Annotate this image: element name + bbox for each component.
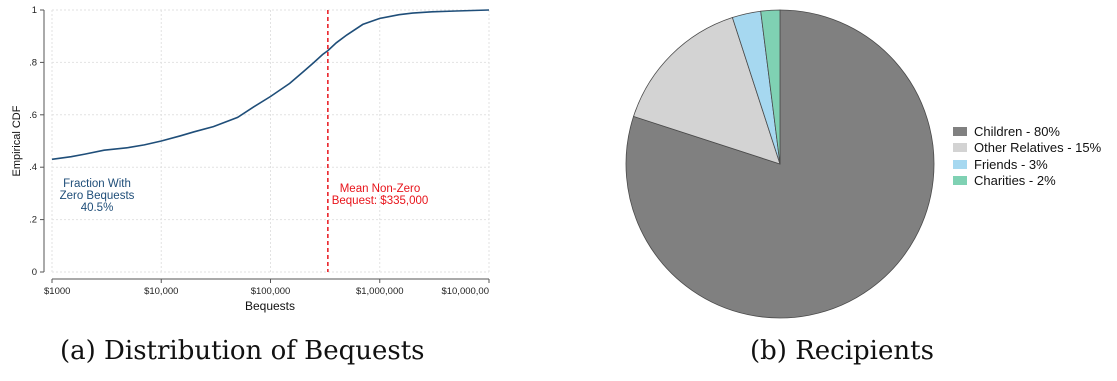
cdf-chart: 0 .2 .4 .6 .8 1 $1000 $10,000 $100,000 $1,000,00… [11, 5, 490, 313]
y-tick-label: .8 [29, 57, 37, 68]
annotation-line: Mean Non-Zero [340, 183, 421, 195]
y-axis-ticks: 0 .2 .4 .6 .8 1 [29, 5, 44, 278]
legend-label: Children - 80% [974, 123, 1060, 139]
pie-chart [625, 9, 935, 319]
legend-item: Other Relatives - 15% [953, 140, 1101, 157]
y-tick-label: 1 [32, 5, 37, 16]
y-tick-label: .2 [29, 215, 37, 226]
pie-slice-3 [760, 9, 781, 165]
pie-slice-1 [633, 17, 781, 165]
y-tick-label: .4 [29, 162, 37, 173]
caption-b: (b) Recipients [750, 336, 934, 366]
x-axis-ticks: $1000 $10,000 $100,000 $1,000,000 $10,000,00 [44, 279, 490, 297]
x-tick-label: $1000 [44, 286, 70, 297]
caption-a: (a) Distribution of Bequests [60, 336, 425, 366]
mean-bequest-annotation: Mean Non-Zero Bequest: $335,000 [332, 183, 429, 207]
y-tick-label: .6 [29, 110, 37, 121]
annotation-line: Fraction With [63, 178, 131, 190]
legend-label: Other Relatives - 15% [974, 140, 1102, 156]
annotation-line: 40.5% [81, 202, 114, 214]
legend-item: Charities - 2% [953, 173, 1101, 190]
legend-swatch [953, 143, 967, 153]
cdf-line [51, 9, 490, 161]
axes [43, 10, 489, 280]
pie-slices [625, 9, 935, 319]
legend-label: Charities - 2% [974, 173, 1056, 189]
annotation-line: Zero Bequests [60, 190, 135, 202]
zero-bequest-annotation: Fraction With Zero Bequests 40.5% [60, 178, 135, 214]
legend-swatch [953, 159, 967, 169]
x-tick-label: $10,000,00 [441, 286, 489, 297]
legend-item: Children - 80% [953, 123, 1101, 140]
legend-item: Friends - 3% [953, 156, 1101, 173]
x-tick-label: $10,000 [144, 286, 178, 297]
y-tick-label: 0 [32, 267, 37, 278]
legend-swatch [953, 176, 967, 186]
annotation-line: Bequest: $335,000 [332, 195, 429, 207]
x-tick-label: $100,000 [251, 286, 291, 297]
grid [51, 9, 490, 273]
legend-swatch [953, 126, 967, 136]
y-axis-label: Empirical CDF [11, 105, 23, 176]
legend-label: Friends - 3% [974, 156, 1048, 172]
x-axis-label: Bequests [245, 299, 295, 313]
x-tick-label: $1,000,000 [356, 286, 404, 297]
pie-legend: Children - 80% Other Relatives - 15% Frien… [953, 123, 1101, 189]
